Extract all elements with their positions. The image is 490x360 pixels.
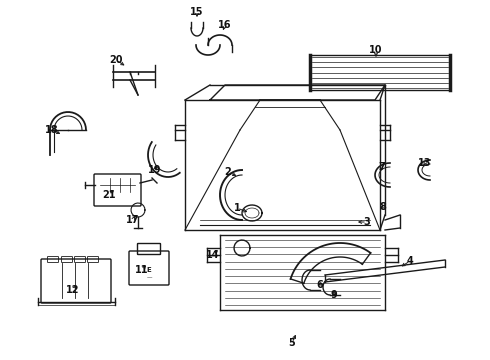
Text: 3: 3 — [364, 217, 370, 227]
Text: —: — — [146, 275, 152, 280]
Text: 7: 7 — [379, 162, 385, 172]
Text: 6: 6 — [317, 280, 323, 290]
Text: 4: 4 — [407, 256, 414, 266]
Text: 15: 15 — [190, 7, 204, 17]
Text: 14: 14 — [206, 250, 220, 260]
Text: 16: 16 — [218, 20, 232, 30]
Text: 18: 18 — [45, 125, 59, 135]
Text: 13: 13 — [418, 158, 432, 168]
Text: 19: 19 — [148, 165, 162, 175]
Text: 9: 9 — [331, 290, 338, 300]
Text: 17: 17 — [126, 215, 140, 225]
Text: 21: 21 — [102, 190, 116, 200]
Text: 20: 20 — [109, 55, 123, 65]
Text: 12: 12 — [66, 285, 80, 295]
Text: E: E — [147, 267, 151, 273]
Text: 2: 2 — [224, 167, 231, 177]
Text: 10: 10 — [369, 45, 383, 55]
Text: 5: 5 — [289, 338, 295, 348]
Text: 8: 8 — [380, 202, 387, 212]
Text: 11: 11 — [135, 265, 149, 275]
Text: 1: 1 — [234, 203, 241, 213]
